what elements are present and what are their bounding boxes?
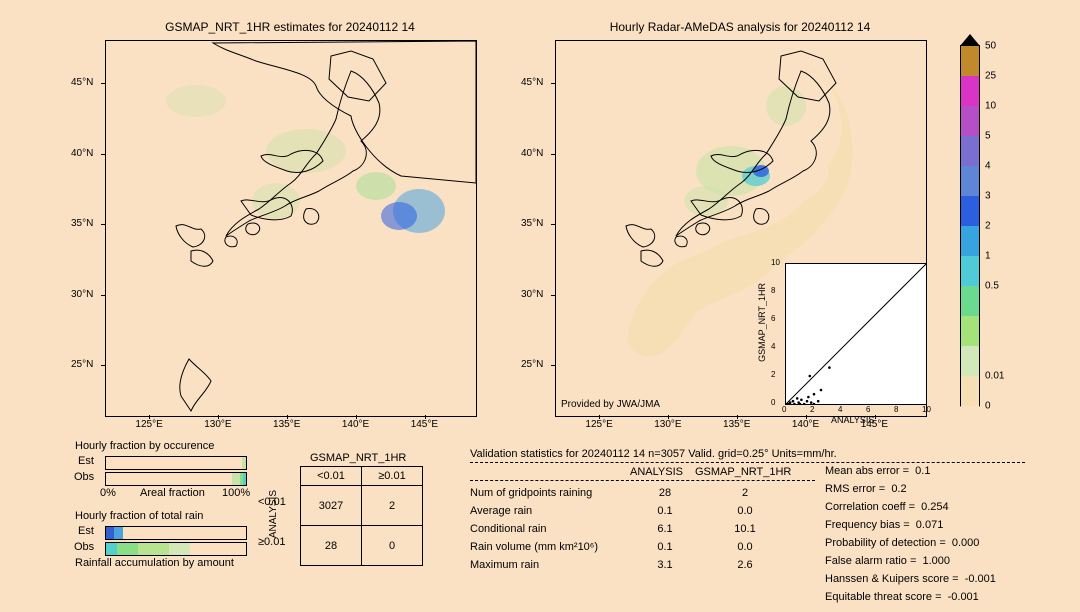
est-label-2: Est bbox=[78, 525, 94, 537]
ct-col-head: GSMAP_NRT_1HR bbox=[310, 452, 406, 464]
contingency-table: <0.01≥0.0130272280 bbox=[300, 466, 423, 566]
stats-head-analysis: ANALYSIS bbox=[630, 466, 683, 478]
accum-title: Rainfall accumulation by amount bbox=[75, 557, 234, 569]
provided-label: Provided by JWA/JMA bbox=[561, 399, 660, 410]
dash-2 bbox=[470, 480, 815, 481]
colorbar: 502510543210.50.010 bbox=[960, 45, 980, 407]
tot-title: Hourly fraction of total rain bbox=[75, 510, 203, 522]
obs-label-1: Obs bbox=[74, 471, 94, 483]
scatter-plot bbox=[785, 263, 927, 405]
bar-tot-est bbox=[105, 526, 247, 540]
areal-label: Areal fraction bbox=[140, 487, 205, 499]
bar-occ-obs bbox=[105, 472, 247, 486]
bar-occ-est bbox=[105, 456, 247, 470]
left-map-title: GSMAP_NRT_1HR estimates for 20240112 14 bbox=[105, 20, 475, 34]
obs-label-2: Obs bbox=[74, 541, 94, 553]
bar-tot-obs bbox=[105, 542, 247, 556]
pct0-1: 0% bbox=[100, 487, 116, 499]
stats-head-gsmap: GSMAP_NRT_1HR bbox=[695, 466, 791, 478]
stats-title: Validation statistics for 20240112 14 n=… bbox=[470, 448, 837, 460]
stats-right-col: Mean abs error = 0.1RMS error = 0.2Corre… bbox=[825, 462, 1055, 606]
left-map bbox=[105, 40, 477, 417]
occ-title: Hourly fraction by occurence bbox=[75, 440, 214, 452]
pct100-1: 100% bbox=[222, 487, 250, 499]
right-map-title: Hourly Radar-AMeDAS analysis for 2024011… bbox=[555, 20, 925, 34]
est-label-1: Est bbox=[78, 455, 94, 467]
